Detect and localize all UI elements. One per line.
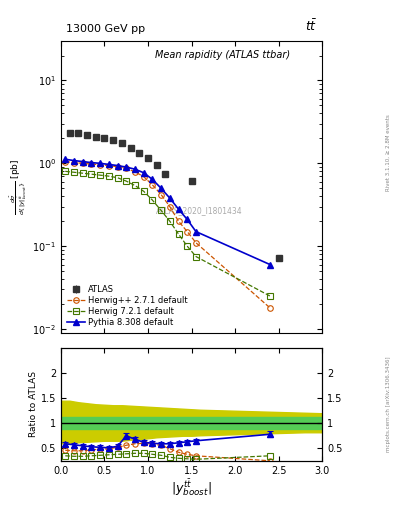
Herwig 7.2.1 default (132, 182, 137, 188)
Herwig++ 2.7.1 default (150, 182, 155, 188)
Pythia 8.308 default (268, 262, 272, 268)
Text: mcplots.cern.ch [arXiv:1306.3436]: mcplots.cern.ch [arXiv:1306.3436] (386, 357, 391, 452)
Herwig++ 2.7.1 default (194, 240, 198, 246)
Pythia 8.308 default (124, 164, 129, 170)
Pythia 8.308 default (159, 185, 163, 191)
Herwig 7.2.1 default (80, 170, 85, 176)
Herwig 7.2.1 default (185, 243, 189, 249)
Pythia 8.308 default (107, 161, 111, 167)
Herwig 7.2.1 default (72, 169, 76, 175)
Line: Herwig++ 2.7.1 default: Herwig++ 2.7.1 default (62, 159, 273, 311)
Herwig 7.2.1 default (115, 175, 120, 181)
Pythia 8.308 default (150, 176, 155, 182)
Text: 13000 GeV pp: 13000 GeV pp (66, 24, 145, 34)
Herwig 7.2.1 default (107, 173, 111, 179)
Pythia 8.308 default (185, 217, 189, 223)
Herwig++ 2.7.1 default (141, 174, 146, 180)
Herwig++ 2.7.1 default (167, 204, 172, 210)
Text: Rivet 3.1.10, ≥ 2.8M events: Rivet 3.1.10, ≥ 2.8M events (386, 114, 391, 190)
Herwig++ 2.7.1 default (80, 160, 85, 166)
Pythia 8.308 default (115, 162, 120, 168)
Pythia 8.308 default (80, 159, 85, 165)
Herwig 7.2.1 default (124, 178, 129, 184)
Herwig 7.2.1 default (268, 293, 272, 299)
Pythia 8.308 default (141, 169, 146, 176)
X-axis label: $|y^{t\bar{t}}_{boost}|$: $|y^{t\bar{t}}_{boost}|$ (171, 477, 212, 498)
Pythia 8.308 default (63, 156, 68, 162)
Herwig 7.2.1 default (63, 168, 68, 175)
Herwig 7.2.1 default (141, 188, 146, 195)
Text: $t\bar{t}$: $t\bar{t}$ (305, 18, 317, 34)
Pythia 8.308 default (98, 160, 103, 166)
Pythia 8.308 default (89, 160, 94, 166)
Herwig 7.2.1 default (176, 231, 181, 237)
Herwig++ 2.7.1 default (176, 218, 181, 224)
Herwig++ 2.7.1 default (268, 305, 272, 311)
Herwig 7.2.1 default (194, 253, 198, 260)
Herwig++ 2.7.1 default (63, 159, 68, 165)
Legend: ATLAS, Herwig++ 2.7.1 default, Herwig 7.2.1 default, Pythia 8.308 default: ATLAS, Herwig++ 2.7.1 default, Herwig 7.… (65, 283, 190, 329)
Text: ATLAS_2020_I1801434: ATLAS_2020_I1801434 (156, 206, 243, 215)
Line: Herwig 7.2.1 default: Herwig 7.2.1 default (62, 168, 273, 299)
Herwig++ 2.7.1 default (185, 228, 189, 234)
Herwig++ 2.7.1 default (124, 165, 129, 172)
Herwig++ 2.7.1 default (115, 164, 120, 170)
Herwig++ 2.7.1 default (89, 161, 94, 167)
Herwig++ 2.7.1 default (132, 169, 137, 175)
Herwig 7.2.1 default (89, 171, 94, 177)
Y-axis label: Ratio to ATLAS: Ratio to ATLAS (29, 372, 38, 437)
Herwig 7.2.1 default (150, 197, 155, 203)
Herwig 7.2.1 default (159, 207, 163, 214)
Pythia 8.308 default (167, 195, 172, 201)
Herwig++ 2.7.1 default (72, 160, 76, 166)
Herwig++ 2.7.1 default (98, 162, 103, 168)
Pythia 8.308 default (194, 228, 198, 234)
Herwig 7.2.1 default (167, 218, 172, 224)
Herwig++ 2.7.1 default (159, 191, 163, 198)
Herwig++ 2.7.1 default (107, 162, 111, 168)
Y-axis label: $\frac{d\hat{\sigma}}{d\{|y|^{t\bar{t}}_{boost}\}}\ \mathrm{[pb]}$: $\frac{d\hat{\sigma}}{d\{|y|^{t\bar{t}}_… (8, 159, 29, 215)
Line: Pythia 8.308 default: Pythia 8.308 default (62, 156, 273, 268)
Pythia 8.308 default (176, 206, 181, 212)
Pythia 8.308 default (132, 166, 137, 172)
Herwig 7.2.1 default (98, 172, 103, 178)
Text: Mean rapidity (ATLAS ttbar): Mean rapidity (ATLAS ttbar) (155, 50, 290, 60)
Pythia 8.308 default (72, 158, 76, 164)
